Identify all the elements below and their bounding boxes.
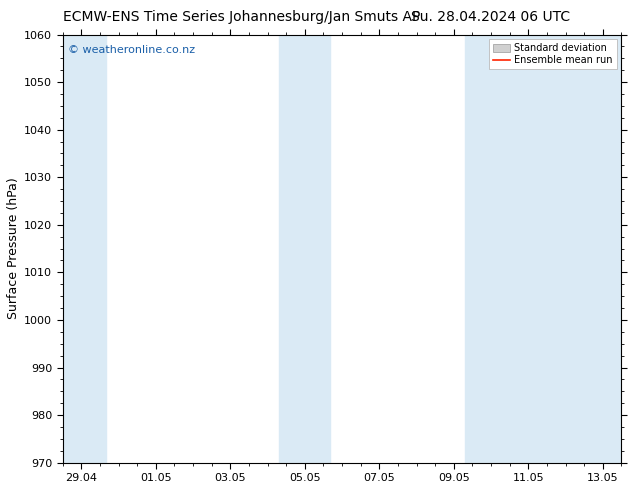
Bar bbox=[465, 35, 621, 463]
Bar bbox=[63, 35, 107, 463]
Bar bbox=[279, 35, 330, 463]
Text: © weatheronline.co.nz: © weatheronline.co.nz bbox=[68, 45, 195, 55]
Text: Su. 28.04.2024 06 UTC: Su. 28.04.2024 06 UTC bbox=[411, 10, 571, 24]
Legend: Standard deviation, Ensemble mean run: Standard deviation, Ensemble mean run bbox=[489, 39, 617, 69]
Y-axis label: Surface Pressure (hPa): Surface Pressure (hPa) bbox=[7, 178, 20, 319]
Text: ECMW-ENS Time Series Johannesburg/Jan Smuts AP: ECMW-ENS Time Series Johannesburg/Jan Sm… bbox=[63, 10, 421, 24]
